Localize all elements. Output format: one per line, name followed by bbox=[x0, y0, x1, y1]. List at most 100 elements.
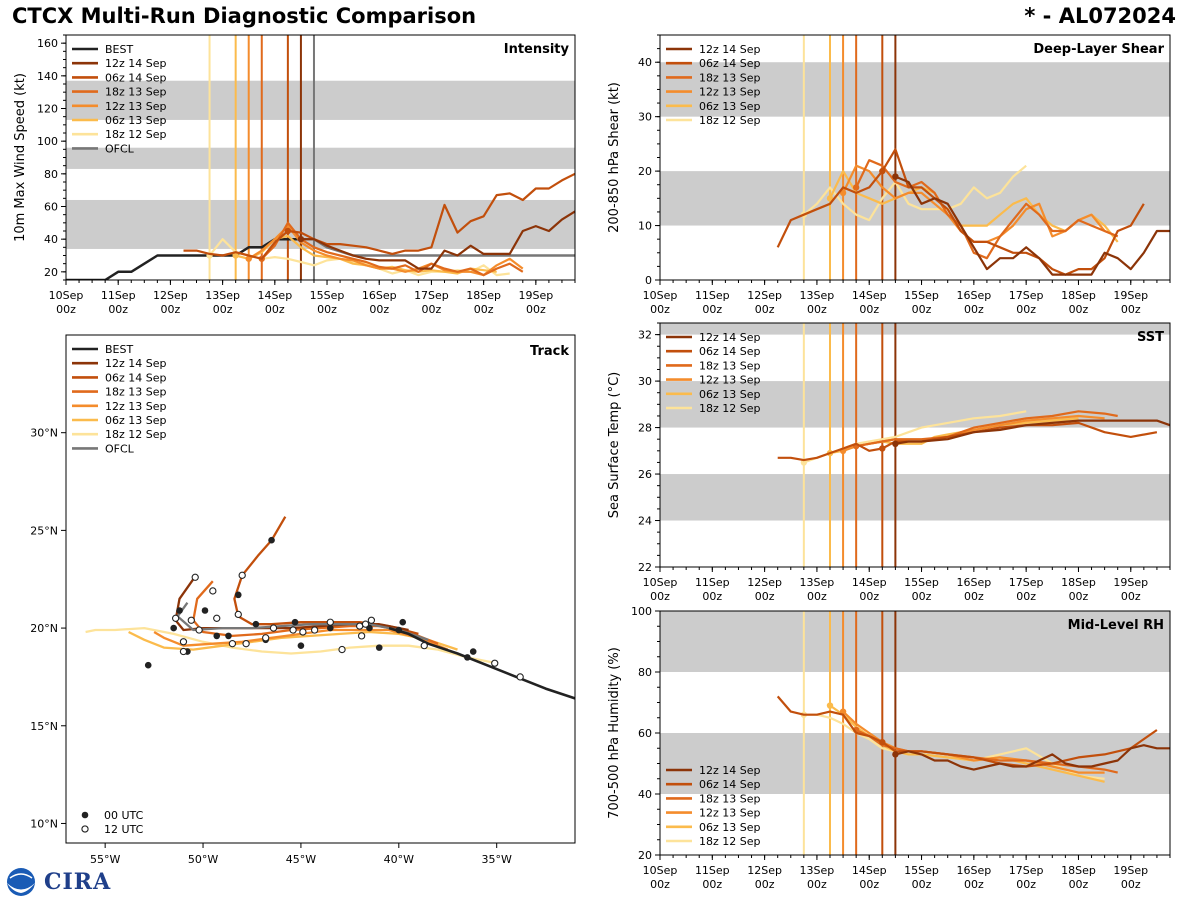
track-marker-12utc bbox=[367, 616, 376, 624]
sst-xtick-label: 15Sep bbox=[904, 576, 939, 589]
rh-xtick-label: 00z bbox=[755, 878, 775, 891]
intensity-xtick-label: 00z bbox=[526, 303, 546, 316]
intensity-xtick-label: 19Sep bbox=[518, 289, 553, 302]
track-marker-12utc bbox=[242, 640, 250, 648]
intensity-legend-label-ofcl: OFCL bbox=[105, 142, 135, 155]
track-marker-12utc bbox=[356, 622, 364, 630]
track-series-best bbox=[388, 626, 575, 700]
track-frame bbox=[65, 334, 576, 844]
sst-title: SST bbox=[1137, 330, 1164, 345]
shear-xtick-label: 00z bbox=[755, 303, 775, 316]
shear-xtick-label: 00z bbox=[702, 303, 722, 316]
sst-xtick-label: 00z bbox=[1121, 590, 1141, 603]
shear-legend-label-06z-14-sep: 06z 14 Sep bbox=[699, 57, 761, 70]
intensity-xtick-label: 13Sep bbox=[205, 289, 240, 302]
track-xtick-label: 45°W bbox=[286, 853, 316, 866]
intensity-ytick-label: 120 bbox=[37, 103, 58, 116]
shear-init-point-18z-13-sep bbox=[852, 184, 860, 191]
track-marker-12utc bbox=[299, 628, 307, 636]
rh-xtick-label: 00z bbox=[1069, 878, 1089, 891]
sst-series-12z-14-sep bbox=[895, 419, 1170, 445]
rh-legend-label-12z-13-sep: 12z 13 Sep bbox=[699, 807, 761, 820]
intensity-xtick-label: 12Sep bbox=[153, 289, 188, 302]
sst-xtick-label: 00z bbox=[755, 590, 775, 603]
sst-ytick-label: 32 bbox=[638, 329, 652, 342]
sst-ytick-label: 30 bbox=[638, 375, 652, 388]
shear-plot-area bbox=[776, 35, 1170, 280]
cira-logo: CIRA bbox=[4, 866, 111, 898]
shear-xtick-label: 12Sep bbox=[747, 289, 782, 302]
rh-ytick-label: 40 bbox=[638, 788, 652, 801]
rh-xtick-label: 00z bbox=[1016, 878, 1036, 891]
intensity-ylabel: 10m Max Wind Speed (kt) bbox=[13, 73, 28, 242]
track-legend-label-12z-13-sep: 12z 13 Sep bbox=[105, 400, 167, 413]
rh-xtick-label: 13Sep bbox=[800, 864, 835, 877]
sst-init-point-12z-14-sep bbox=[892, 440, 899, 448]
intensity-xtick-label: 00z bbox=[422, 303, 442, 316]
rh-title: Mid-Level RH bbox=[1068, 618, 1164, 633]
intensity-xtick-label: 16Sep bbox=[362, 289, 397, 302]
intensity-ytick-label: 40 bbox=[44, 233, 58, 246]
shear-legend-label-12z-14-sep: 12z 14 Sep bbox=[699, 43, 761, 56]
shear-xtick-label: 00z bbox=[964, 303, 984, 316]
track-marker-00utc bbox=[225, 632, 232, 640]
sst-legend-label-06z-14-sep: 06z 14 Sep bbox=[699, 345, 761, 358]
rh-xtick-label: 14Sep bbox=[852, 864, 887, 877]
shear-legend-label-18z-12-sep: 18z 12 Sep bbox=[699, 114, 761, 127]
track-marker-00utc bbox=[469, 648, 477, 655]
track-legend-label-18z-13-sep: 18z 13 Sep bbox=[105, 386, 167, 399]
rh-legend-label-06z-14-sep: 06z 14 Sep bbox=[699, 778, 761, 791]
rh-ylabel: 700-500 hPa Humidity (%) bbox=[607, 647, 622, 819]
shear-xtick-label: 00z bbox=[859, 303, 879, 316]
rh-ytick-label: 20 bbox=[638, 849, 652, 862]
shear-xtick-label: 17Sep bbox=[1009, 289, 1044, 302]
sst-xtick-label: 11Sep bbox=[695, 576, 730, 589]
shear-xtick-label: 13Sep bbox=[800, 289, 835, 302]
track-xtick-label: 35°W bbox=[482, 853, 512, 866]
track-ytick-label: 15°N bbox=[30, 720, 58, 733]
intensity-xtick-label: 18Sep bbox=[466, 289, 501, 302]
track-legend-label-best: BEST bbox=[105, 343, 133, 356]
sst-xtick-label: 10Sep bbox=[643, 576, 678, 589]
rh-init-point-06z-13-sep bbox=[826, 702, 834, 709]
intensity-xtick-label: 00z bbox=[265, 303, 285, 316]
track-panel: 55°W 50°W 45°W 40°W 35°W 10°N 15°N 20°N 25°N 30°N… bbox=[30, 334, 576, 866]
track-series-06z-13-sep bbox=[128, 630, 458, 651]
track-marker-12utc bbox=[213, 614, 221, 622]
sst-series-06z-14-sep bbox=[777, 421, 1158, 462]
intensity-xtick-label: 14Sep bbox=[257, 289, 292, 302]
intensity-legend-label-12z-13-sep: 12z 13 Sep bbox=[105, 100, 167, 113]
shear-init-point-12z-14-sep bbox=[892, 173, 899, 180]
sst-xtick-label: 00z bbox=[702, 590, 722, 603]
sst-xtick-label: 00z bbox=[807, 590, 827, 603]
shear-title: Deep-Layer Shear bbox=[1033, 42, 1164, 57]
shear-series-06z-14-sep bbox=[776, 148, 1145, 276]
shear-xtick-label: 00z bbox=[912, 303, 932, 316]
track-marker-legend-12utc-label: 12 UTC bbox=[104, 823, 144, 836]
sst-ylabel: Sea Surface Temp (°C) bbox=[607, 372, 622, 519]
track-marker-12utc bbox=[234, 610, 242, 619]
shear-series-18z-13-sep bbox=[855, 159, 1119, 260]
track-ytick-label: 30°N bbox=[30, 427, 58, 440]
rh-series-06z-14-sep bbox=[776, 695, 1158, 768]
track-marker-12utc bbox=[361, 620, 370, 628]
sst-xtick-label: 00z bbox=[1016, 590, 1036, 603]
track-marker-12utc bbox=[491, 659, 499, 667]
shear-ytick-label: 0 bbox=[645, 274, 652, 287]
rh-xtick-label: 00z bbox=[702, 878, 722, 891]
rh-panel: 2040608010010Sep00z11Sep00z12Sep00z13Sep… bbox=[607, 605, 1171, 891]
track-series-ofcl bbox=[176, 602, 429, 641]
intensity-plot-area bbox=[66, 35, 575, 280]
shear-band bbox=[660, 62, 1170, 117]
sst-legend-label-12z-14-sep: 12z 14 Sep bbox=[699, 331, 761, 344]
shear-xtick-label: 00z bbox=[807, 303, 827, 316]
track-marker-12utc bbox=[262, 634, 270, 642]
shear-ytick-label: 40 bbox=[638, 56, 652, 69]
rh-legend-label-12z-14-sep: 12z 14 Sep bbox=[699, 764, 761, 777]
intensity-xtick-label: 17Sep bbox=[414, 289, 449, 302]
cira-logo-text: CIRA bbox=[44, 869, 112, 895]
sst-ytick-label: 26 bbox=[638, 468, 652, 481]
sst-series-18z-13-sep bbox=[856, 410, 1118, 448]
intensity-xtick-label: 11Sep bbox=[101, 289, 136, 302]
track-marker-12utc bbox=[357, 632, 366, 640]
